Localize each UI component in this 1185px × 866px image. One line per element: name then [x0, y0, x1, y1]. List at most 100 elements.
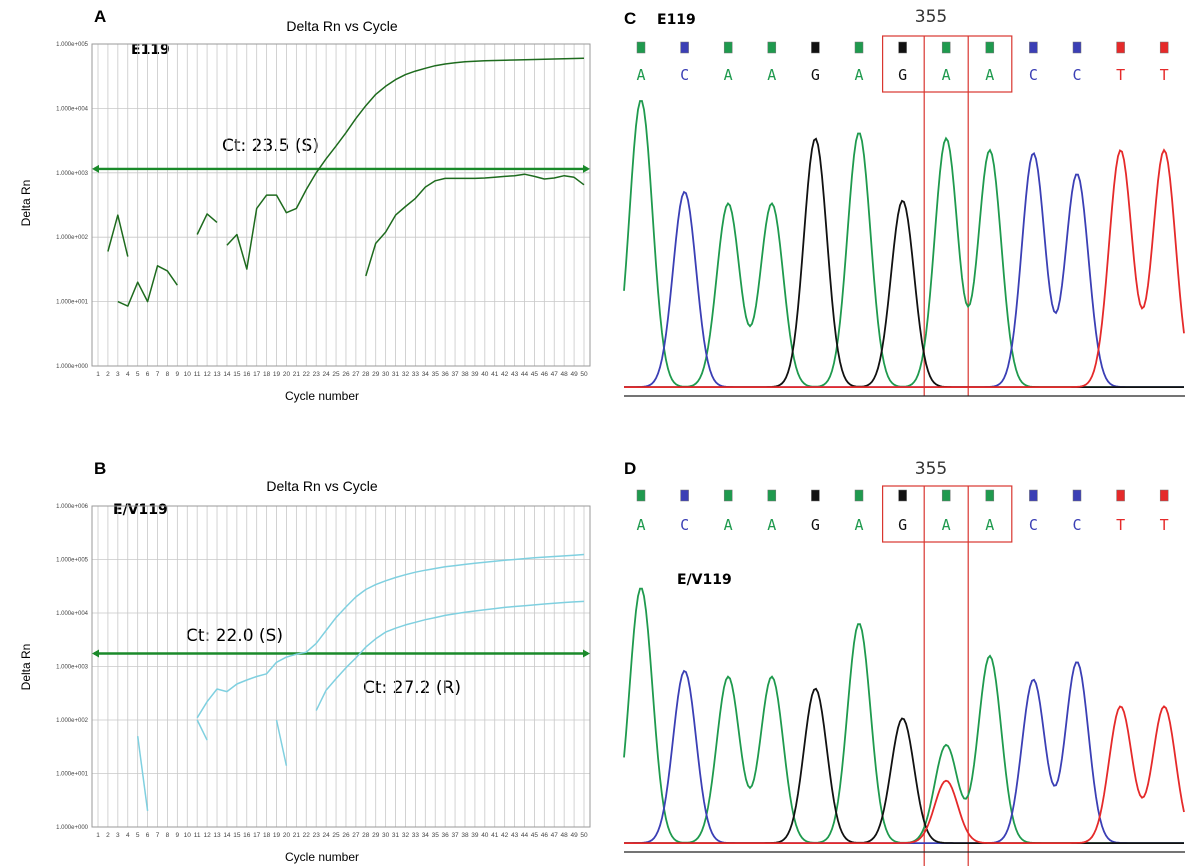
x-tick-label: 32	[402, 832, 410, 839]
base-call-letter: G	[898, 516, 907, 534]
x-tick-label: 48	[561, 832, 569, 839]
x-tick-label: 34	[422, 371, 430, 378]
base-call-letter: A	[854, 66, 863, 84]
x-tick-label: 16	[243, 832, 251, 839]
amplification-curve	[197, 720, 207, 740]
x-tick-label: 39	[471, 832, 479, 839]
base-call-letter: G	[811, 516, 820, 534]
x-tick-label: 25	[332, 832, 340, 839]
quality-square	[724, 42, 732, 53]
x-tick-label: 8	[166, 371, 170, 378]
x-tick-label: 37	[451, 371, 459, 378]
base-call-letter: T	[1116, 516, 1125, 534]
panel-a-amplification-plot: A Delta Rn vs Cycle Delta Rn Cycle numbe…	[19, 7, 590, 403]
base-call-letter: T	[1116, 66, 1125, 84]
x-tick-label: 7	[156, 371, 160, 378]
quality-square	[1029, 42, 1037, 53]
x-tick-label: 24	[323, 371, 331, 378]
y-tick-label: 1.000e+001	[56, 772, 89, 778]
base-call-letter: A	[636, 66, 645, 84]
y-tick-label: 1.000e+005	[56, 558, 89, 564]
x-tick-label: 1	[96, 832, 100, 839]
x-tick-label: 13	[213, 371, 221, 378]
base-call-letter: A	[985, 516, 994, 534]
y-tick-label: 1.000e+002	[56, 718, 89, 724]
y-tick-label: 1.000e+002	[56, 235, 89, 241]
base-call-letter: A	[724, 516, 733, 534]
x-tick-label: 39	[471, 371, 479, 378]
x-tick-label: 27	[352, 371, 360, 378]
quality-square	[768, 42, 776, 53]
x-tick-label: 23	[313, 371, 321, 378]
base-call-letter: C	[1072, 516, 1081, 534]
x-tick-label: 2	[106, 832, 110, 839]
x-tick-label: 6	[146, 832, 150, 839]
x-tick-label: 48	[561, 371, 569, 378]
base-call-letter: A	[767, 516, 776, 534]
x-tick-label: 41	[491, 371, 499, 378]
trace-A	[624, 589, 1184, 844]
x-tick-label: 33	[412, 371, 420, 378]
x-tick-label: 21	[293, 832, 301, 839]
base-call-letter: C	[1029, 516, 1038, 534]
x-tick-label: 31	[392, 371, 400, 378]
x-tick-label: 10	[184, 371, 192, 378]
panel-b-amplification-plot: B Delta Rn vs Cycle Delta Rn Cycle numbe…	[19, 459, 590, 864]
panel-a-title: Delta Rn vs Cycle	[286, 18, 397, 34]
x-tick-label: 6	[146, 371, 150, 378]
quality-square	[1029, 490, 1037, 501]
x-tick-label: 29	[372, 832, 380, 839]
x-tick-label: 9	[176, 832, 180, 839]
panel-c-letter: C	[624, 9, 636, 28]
x-tick-label: 30	[382, 371, 390, 378]
panel-b-ct-annotation-r: Ct: 27.2 (R)	[363, 678, 461, 698]
base-call-letter: C	[1029, 66, 1038, 84]
x-tick-label: 11	[194, 371, 201, 378]
x-tick-label: 49	[570, 832, 578, 839]
panel-a-letter: A	[94, 7, 106, 26]
x-tick-label: 15	[233, 832, 241, 839]
x-tick-label: 18	[263, 371, 271, 378]
base-call-letter: G	[811, 66, 820, 84]
y-tick-label: 1.000e+003	[56, 171, 89, 177]
x-tick-label: 32	[402, 371, 410, 378]
x-tick-label: 30	[382, 832, 390, 839]
y-tick-label: 1.000e+005	[56, 42, 89, 48]
y-tick-label: 1.000e+000	[56, 364, 89, 370]
x-tick-label: 8	[166, 832, 170, 839]
x-tick-label: 2	[106, 371, 110, 378]
panel-b-sample-label: E/V119	[113, 502, 168, 518]
x-tick-label: 21	[293, 371, 301, 378]
y-tick-label: 1.000e+004	[56, 611, 89, 617]
quality-square	[986, 490, 994, 501]
threshold-arrow-right	[583, 165, 590, 173]
y-tick-label: 1.000e+006	[56, 504, 89, 510]
x-tick-label: 45	[531, 832, 539, 839]
x-tick-label: 3	[116, 832, 120, 839]
x-tick-label: 16	[243, 371, 251, 378]
x-tick-label: 5	[136, 832, 140, 839]
x-tick-label: 17	[253, 371, 261, 378]
x-tick-label: 43	[511, 832, 519, 839]
quality-square	[986, 42, 994, 53]
quality-square	[1117, 490, 1125, 501]
quality-square	[811, 490, 819, 501]
amplification-curve	[277, 720, 287, 766]
panel-b-title: Delta Rn vs Cycle	[266, 478, 377, 494]
quality-square	[899, 490, 907, 501]
x-tick-label: 25	[332, 371, 340, 378]
y-tick-label: 1.000e+000	[56, 825, 89, 831]
quality-square	[1073, 490, 1081, 501]
x-tick-label: 41	[491, 832, 499, 839]
x-tick-label: 46	[541, 371, 549, 378]
panel-c-chromatogram: C E119 355 ACAAGAGAACCTT	[624, 7, 1185, 396]
panel-d-position-label: 355	[915, 459, 947, 479]
base-call-letter: C	[1072, 66, 1081, 84]
quality-square	[637, 490, 645, 501]
x-tick-label: 14	[223, 832, 231, 839]
x-tick-label: 28	[362, 371, 370, 378]
x-tick-label: 20	[283, 832, 291, 839]
quality-square	[942, 490, 950, 501]
base-call-letter: A	[942, 516, 951, 534]
